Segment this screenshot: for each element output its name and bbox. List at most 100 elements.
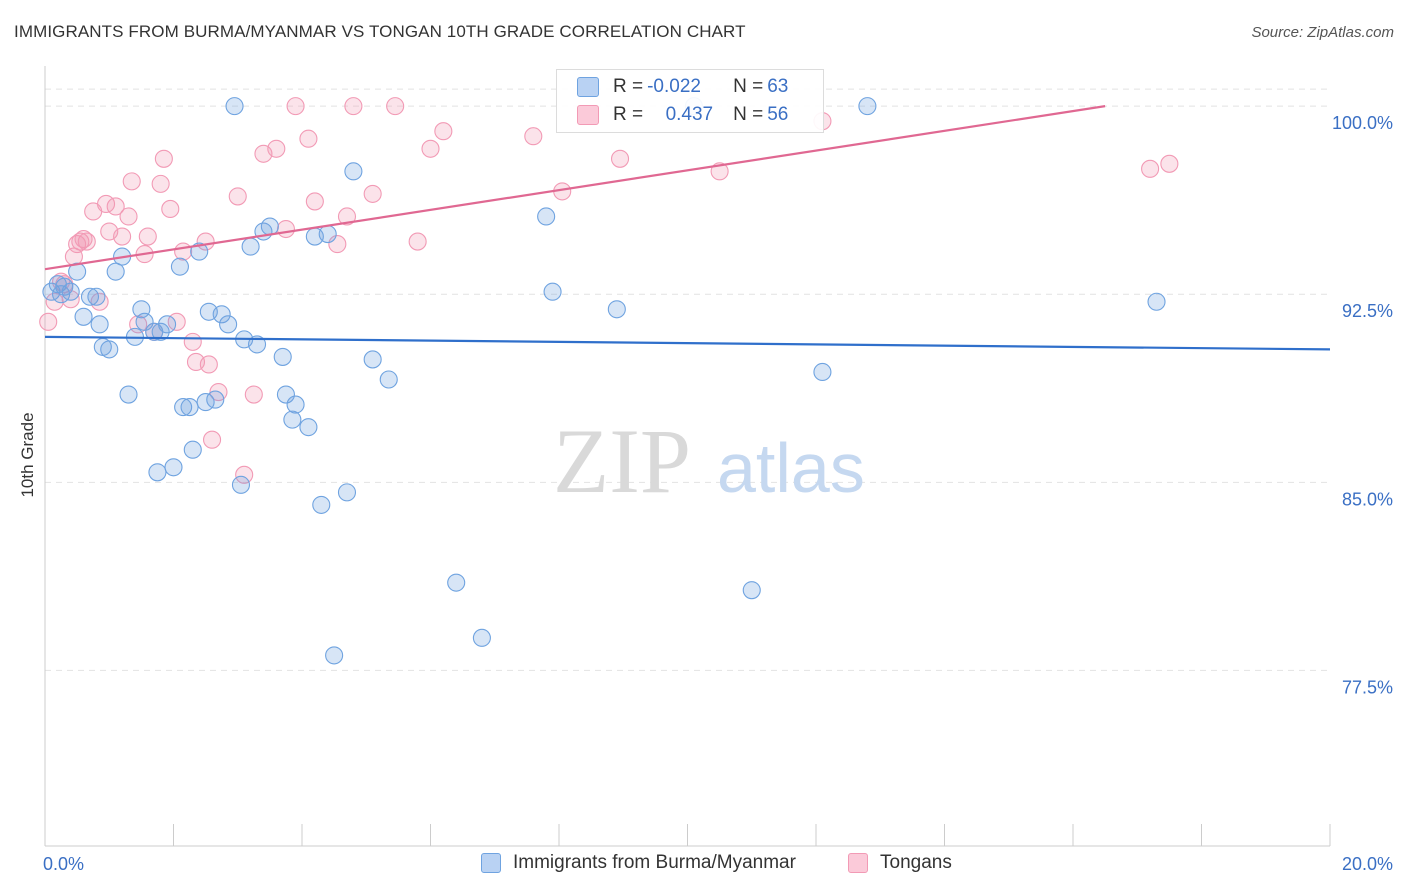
burma-point: [286, 395, 305, 414]
burma-point: [379, 370, 398, 389]
r-value: 0.437: [665, 104, 714, 125]
burma-point: [100, 340, 119, 359]
tongans-point: [77, 232, 96, 251]
burma-point: [247, 335, 267, 354]
burma-point: [283, 410, 302, 429]
tongans-point: [138, 227, 157, 246]
tongans-point: [244, 385, 263, 404]
burma-point: [61, 282, 80, 301]
burma-point: [241, 237, 260, 256]
tongans-point: [524, 127, 543, 146]
burma-point: [472, 628, 491, 647]
tongans-point: [421, 139, 440, 158]
burma-point: [148, 463, 167, 482]
y-tick-label: 85.0%: [1342, 489, 1393, 509]
tongans-point: [39, 312, 58, 331]
r-label: R =: [613, 104, 644, 125]
y-tick-label: 92.5%: [1342, 301, 1393, 321]
burma-swatch: [577, 77, 599, 97]
burma-point: [260, 217, 279, 236]
burma-point: [858, 97, 877, 116]
tongans-point: [386, 97, 405, 116]
burma-point: [607, 300, 626, 319]
y-tick-label: 100.0%: [1332, 113, 1393, 133]
burma-point: [219, 315, 238, 334]
burma-point: [447, 573, 466, 592]
burma-point: [158, 315, 177, 334]
gridlines: [45, 88, 1330, 671]
tongans-point: [106, 197, 125, 216]
burma-legend-swatch: [481, 853, 501, 873]
bottom-legend: Immigrants from Burma/Myanmar Tongans: [0, 852, 1406, 878]
burma-point: [325, 646, 344, 665]
burma-point: [170, 257, 189, 276]
watermark: ZIP atlas: [553, 410, 865, 512]
stats-row-tongans: R = 0.437 N = 56: [577, 101, 788, 129]
tongans-point: [305, 192, 324, 211]
tongans-point: [337, 207, 357, 226]
tongans-point: [363, 184, 382, 203]
tongans-point: [328, 235, 347, 254]
n-value: 56: [767, 104, 789, 125]
tongans-point: [228, 187, 247, 206]
tongans-point: [161, 199, 180, 219]
n-label: N =: [733, 76, 764, 97]
tongans-point: [276, 219, 295, 239]
burma-point: [180, 398, 199, 417]
axes: [44, 66, 1331, 847]
burma-point: [1147, 292, 1166, 311]
tongans-point: [286, 97, 305, 116]
tongans-point: [1141, 159, 1160, 178]
burma-point: [212, 305, 231, 324]
x-tick-labels: 0.0% 20.0%: [43, 854, 1393, 874]
burma-point: [119, 385, 138, 404]
burma-point: [276, 385, 295, 404]
burma-point: [225, 97, 244, 116]
burma-trend-line: [44, 335, 1331, 351]
burma-point: [299, 418, 318, 437]
tongans-point: [174, 242, 193, 261]
tongans-point: [235, 465, 254, 484]
tongans-point: [434, 122, 453, 141]
n-label: N =: [733, 104, 764, 125]
tongans-point: [113, 227, 132, 246]
chart-title: IMMIGRANTS FROM BURMA/MYANMAR VS TONGAN …: [14, 22, 746, 41]
legend-item-tongans[interactable]: Tongans: [848, 852, 952, 874]
tongans-point: [267, 139, 286, 158]
tongans-point: [119, 207, 138, 226]
tongans-point: [1160, 154, 1179, 173]
tongans-point: [299, 129, 318, 148]
burma-point: [363, 350, 382, 369]
burma-point: [87, 287, 106, 306]
stats-row-burma: R = -0.022 N = 63: [577, 73, 788, 101]
tongans-point: [183, 332, 202, 351]
tongans-point: [203, 430, 222, 449]
legend-label-burma: Immigrants from Burma/Myanmar: [513, 852, 796, 873]
burma-point: [106, 262, 125, 281]
tongans-legend-swatch: [848, 853, 868, 873]
x-tick-label: 0.0%: [43, 854, 84, 874]
legend-item-burma[interactable]: Immigrants from Burma/Myanmar: [481, 852, 796, 874]
y-tick-label: 77.5%: [1342, 677, 1393, 697]
burma-point: [344, 162, 363, 181]
tongans-point: [610, 149, 630, 168]
burma-point: [206, 390, 225, 409]
tongans-point: [122, 172, 141, 191]
burma-point: [813, 362, 832, 382]
burma-point: [337, 483, 357, 502]
y-axis-title: 10th Grade: [18, 412, 37, 497]
watermark-atlas: atlas: [717, 429, 865, 507]
tongans-point: [154, 149, 173, 168]
burma-point: [174, 398, 193, 417]
x-tick-label: 20.0%: [1342, 854, 1393, 874]
r-value: -0.022: [647, 76, 701, 97]
n-value: 63: [767, 76, 789, 97]
tongans-point: [344, 97, 363, 116]
legend-label-tongans: Tongans: [880, 852, 952, 873]
tongans-swatch: [577, 105, 599, 125]
trend-lines: [44, 105, 1331, 351]
watermark-zip: ZIP: [553, 410, 691, 512]
burma-point: [183, 440, 202, 459]
burma-point: [318, 224, 337, 244]
